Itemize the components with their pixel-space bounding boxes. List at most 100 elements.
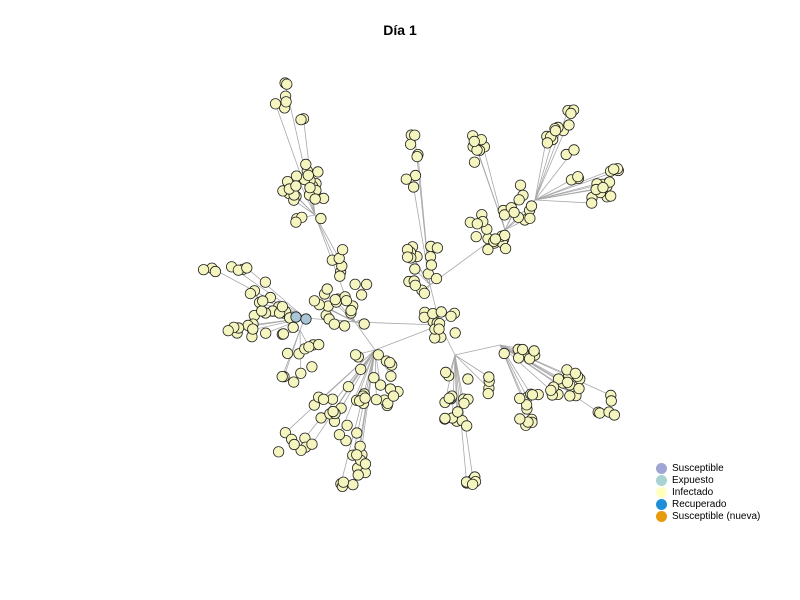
network-node <box>435 306 447 318</box>
network-edge <box>374 324 441 351</box>
network-node <box>545 384 557 396</box>
network-node <box>471 218 483 230</box>
network-node <box>300 158 312 170</box>
network-node <box>372 349 384 361</box>
network-node <box>449 327 461 339</box>
network-node <box>499 243 512 255</box>
network-node <box>572 171 584 183</box>
network-node <box>586 197 598 209</box>
network-node <box>384 356 396 369</box>
network-node <box>313 338 325 351</box>
network-edge <box>454 354 490 389</box>
network-node <box>564 390 576 402</box>
network-node <box>461 420 473 432</box>
network-node <box>520 399 533 411</box>
legend-dot-icon <box>656 462 667 474</box>
network-node <box>198 264 210 276</box>
network-node <box>605 190 617 202</box>
legend-item-infectado: Infectado <box>656 486 760 498</box>
network-edge <box>454 354 459 412</box>
network-node <box>244 287 256 300</box>
network-node <box>568 144 580 156</box>
network-node <box>368 372 380 384</box>
legend-item-expuesto: Expuesto <box>656 474 760 486</box>
network-node <box>336 244 349 256</box>
network-node <box>355 289 368 301</box>
network-node <box>306 438 318 450</box>
network-node <box>462 373 474 385</box>
network-node <box>304 182 316 194</box>
network-node <box>433 323 445 335</box>
network-node <box>317 393 330 405</box>
network-node <box>259 276 271 288</box>
network-node <box>358 318 370 330</box>
network-node <box>281 347 294 359</box>
network-node <box>608 409 621 421</box>
network-node <box>302 169 314 181</box>
network-node <box>345 304 357 317</box>
network-node <box>597 182 609 194</box>
network-node <box>280 96 292 108</box>
network-node <box>247 323 259 335</box>
network-node <box>374 379 387 391</box>
network-node <box>276 370 288 383</box>
network-node <box>360 278 373 290</box>
network-node <box>445 310 457 322</box>
network-edge <box>454 344 501 356</box>
network-node <box>312 166 324 178</box>
network-edge <box>354 319 361 323</box>
network-node <box>349 278 361 290</box>
network-node <box>514 413 526 425</box>
network-node <box>315 212 327 225</box>
legend: Susceptible Expuesto Infectado Recuperad… <box>656 462 760 522</box>
network-node <box>516 343 529 356</box>
network-node <box>370 394 382 406</box>
network-node <box>288 376 300 388</box>
network-node <box>359 392 371 404</box>
network-node <box>295 114 307 126</box>
network-node <box>525 200 538 212</box>
network-node <box>594 407 606 419</box>
network-node <box>524 212 536 224</box>
network-node <box>404 138 417 150</box>
legend-dot-icon <box>656 498 667 510</box>
network-node <box>452 406 464 418</box>
network-node <box>468 135 480 147</box>
network-node-exposed <box>290 311 302 323</box>
network-node <box>341 419 353 431</box>
network-node <box>256 305 268 317</box>
network-node <box>351 449 363 461</box>
network-node <box>526 389 539 401</box>
network-node <box>440 366 452 378</box>
network-node <box>340 295 352 307</box>
network-edge <box>454 354 490 378</box>
network-node <box>329 293 341 306</box>
network-node-exposed <box>300 313 312 325</box>
network-node <box>443 392 455 404</box>
network-node <box>222 325 234 337</box>
network-node <box>257 295 269 307</box>
network-node <box>269 98 282 110</box>
network-node <box>338 320 351 332</box>
network-node <box>565 107 577 120</box>
network-node <box>563 119 575 131</box>
network-node <box>400 173 412 185</box>
network-node <box>385 370 397 382</box>
network-node <box>337 476 349 488</box>
network-node <box>327 405 339 418</box>
network-node <box>549 125 562 137</box>
network-node <box>482 387 494 400</box>
network-node <box>387 390 400 402</box>
network-node <box>321 283 333 295</box>
network-node <box>276 301 288 313</box>
network-node <box>430 272 443 285</box>
legend-dot-icon <box>656 486 667 498</box>
network-node <box>260 327 272 339</box>
network-node <box>407 181 420 193</box>
network-node <box>468 156 481 168</box>
network-edge <box>340 349 376 409</box>
legend-item-susceptible-nueva: Susceptible (nueva) <box>656 510 760 522</box>
network-node <box>272 446 285 458</box>
legend-label: Susceptible (nueva) <box>672 510 761 522</box>
legend-item-susceptible: Susceptible <box>656 462 760 474</box>
